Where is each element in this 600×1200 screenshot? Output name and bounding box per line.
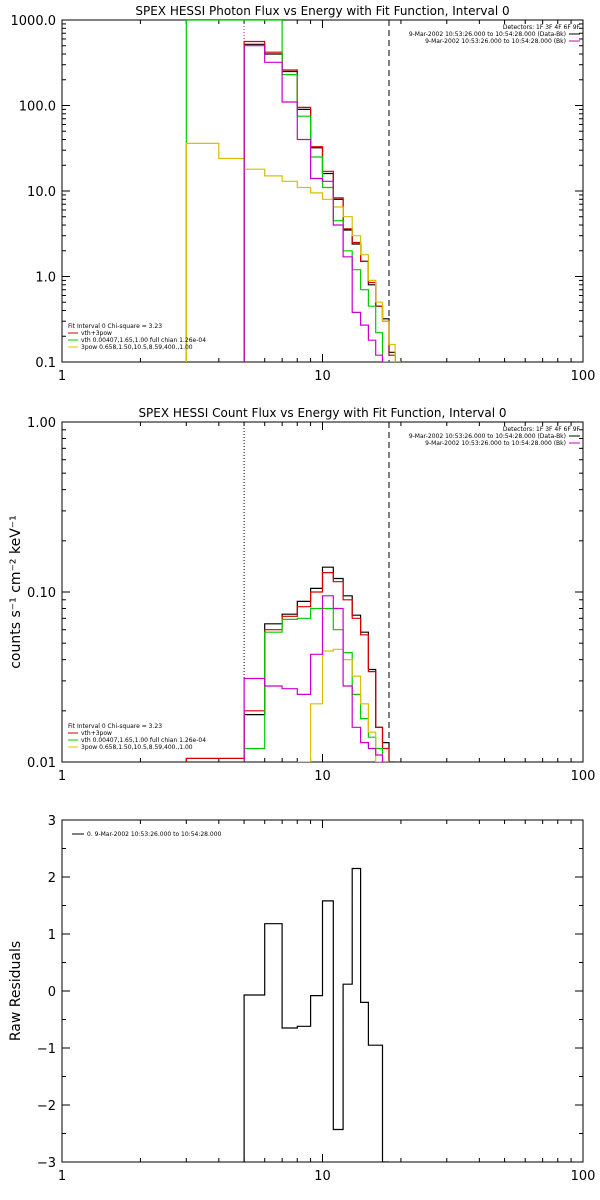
y-tick-label: 100.0 — [19, 100, 56, 115]
y-tick-label: 0.01 — [27, 756, 56, 771]
y-tick-label: −1 — [37, 1042, 56, 1057]
legend-entry: 3pow 0.658,1.50,10.5,8.59,400.,1.00 — [81, 344, 193, 351]
legend-entry: 0. 9-Mar-2002 10:53:26.000 to 10:54:28.0… — [87, 831, 222, 838]
legend-entry: 9-Mar-2002 10:53:26.000 to 10:54:28.000 … — [409, 433, 566, 440]
legend-entry: vth 0.00407,1.65,1.00 full chian 1.26e-0… — [81, 337, 206, 344]
y-tick-label: −2 — [37, 1099, 56, 1114]
y-tick-label: 0 — [48, 985, 56, 1000]
chart-title: SPEX HESSI Photon Flux vs Energy with Fi… — [135, 4, 509, 18]
x-tick-label: 1 — [58, 369, 66, 384]
y-axis-label: Raw Residuals — [8, 941, 24, 1041]
x-tick-label: 1 — [58, 769, 66, 784]
y-tick-label: 10.0 — [27, 185, 56, 200]
series-bk — [243, 595, 384, 762]
y-axis-label: counts s⁻¹ cm⁻² keV⁻¹ — [8, 515, 24, 669]
series-3pow — [297, 648, 383, 762]
chart-photon: SPEX HESSI Photon Flux vs Energy with Fi… — [11, 4, 596, 384]
legend-entry: 9-Mar-2002 10:53:26.000 to 10:54:28.000 … — [425, 440, 566, 447]
legend-entry: 3pow 0.658,1.50,10.5,8.59,400.,1.00 — [81, 744, 193, 751]
legend-detectors: Detectors: 1F 3F 4F 6F 9F — [503, 426, 581, 433]
x-tick-label: 100 — [571, 769, 596, 784]
chart-title: SPEX HESSI Count Flux vs Energy with Fit… — [138, 406, 506, 420]
series-group — [185, 566, 396, 762]
legend-fit-interval: Fit Interval 0 Chi-square = 3.23 — [68, 723, 162, 730]
legend-entry: 9-Mar-2002 10:53:26.000 to 10:54:28.000 … — [425, 38, 566, 45]
y-tick-label: 3 — [48, 814, 56, 829]
series-3pow — [185, 142, 401, 362]
y-tick-label: 2 — [48, 871, 56, 886]
chart-residuals: 1 10 100 −3 −2 −1 0 1 2 3 Raw Residuals 0. 9-Mar-20… — [8, 814, 595, 1184]
x-tick-label: 100 — [571, 1169, 596, 1184]
y-tick-label: 1 — [48, 928, 56, 943]
y-tick-label: 1.00 — [27, 416, 56, 431]
series-group — [185, 20, 401, 362]
x-tick-label: 1 — [58, 1169, 66, 1184]
series-vth — [243, 607, 389, 762]
legend-entry: 9-Mar-2002 10:53:26.000 to 10:54:28.000 … — [409, 31, 566, 38]
legend-detectors: Detectors: 1F 3F 4F 6F 9F — [503, 24, 581, 31]
x-tick-label: 10 — [314, 769, 331, 784]
y-tick-label: 1.0 — [35, 271, 56, 286]
y-tick-label: 1000.0 — [11, 14, 57, 29]
chart-count: SPEX HESSI Count Flux vs Energy with Fit… — [8, 406, 595, 784]
legend-entry: vth+3pow — [81, 730, 112, 737]
legend-fit-interval: Fit Interval 0 Chi-square = 3.23 — [68, 323, 162, 330]
series-group — [243, 867, 389, 1162]
legend-entry: vth 0.00407,1.65,1.00 full chian 1.26e-0… — [81, 737, 206, 744]
x-tick-label: 100 — [571, 369, 596, 384]
series-0-9-mar-2002-10-53-26-000-to-10-54-28-000 — [243, 867, 389, 1162]
series-bk — [243, 45, 384, 362]
x-tick-label: 10 — [314, 369, 331, 384]
x-tick-label: 10 — [314, 1169, 331, 1184]
legend-entry: vth+3pow — [81, 330, 112, 337]
y-tick-label: −3 — [37, 1156, 56, 1171]
y-tick-label: 0.1 — [35, 356, 56, 371]
y-tick-label: 0.10 — [27, 586, 56, 601]
